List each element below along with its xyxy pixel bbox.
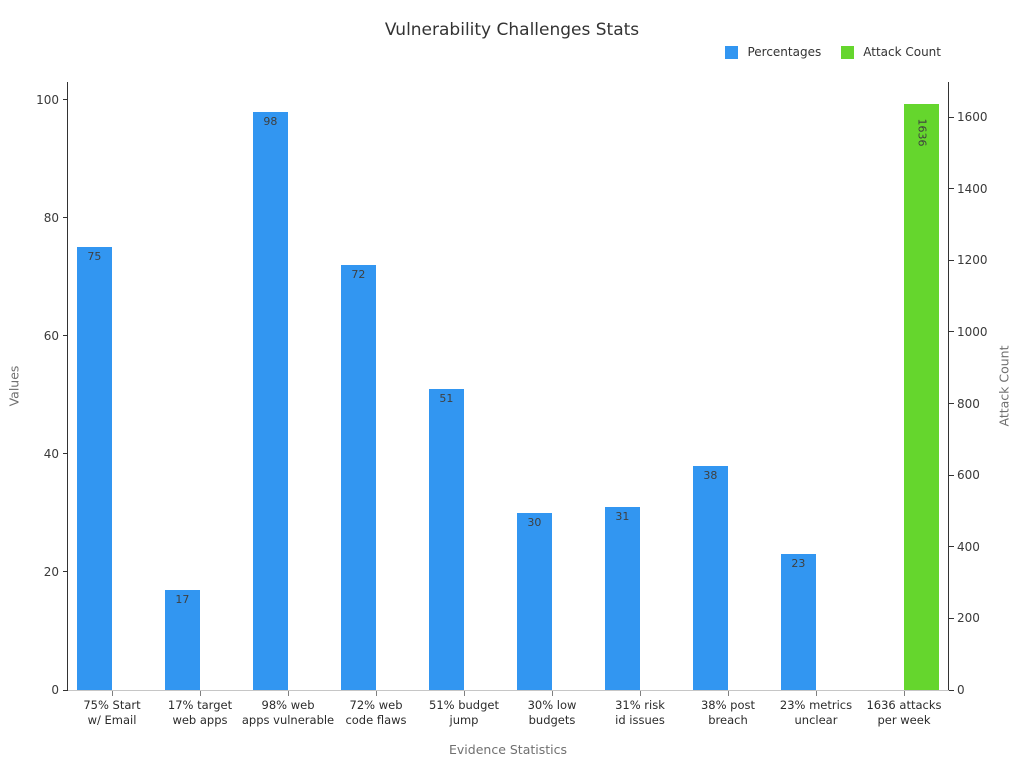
x-axis-category-label: 23% metrics unclear: [779, 698, 853, 727]
x-axis-tick: [727, 691, 729, 696]
x-axis-tick: [375, 691, 377, 696]
right-axis-tick: [949, 403, 954, 405]
x-axis-category-label: 75% Start w/ Email: [83, 698, 141, 727]
bar-percentages: [164, 589, 200, 690]
left-axis-tick: [63, 453, 68, 455]
bar-percentages: [604, 507, 640, 690]
left-axis-tick-label: 60: [43, 328, 59, 343]
bar-attack-count: [904, 104, 940, 690]
right-axis-tick: [949, 546, 954, 548]
bar-value-label: 75: [87, 250, 102, 264]
bar-percentages: [252, 111, 288, 690]
x-axis-tick: [199, 691, 201, 696]
bar-percentages: [428, 388, 464, 690]
legend-label: Percentages: [747, 45, 822, 59]
x-axis-category-label: 1636 attacks per week: [866, 698, 942, 727]
bar-percentages: [780, 554, 816, 690]
x-axis-category-label: 30% low budgets: [527, 698, 577, 727]
bar-value-label: 23: [791, 557, 806, 571]
legend-swatch: [841, 45, 855, 59]
right-axis-tick: [949, 474, 954, 476]
right-axis-tick: [949, 331, 954, 333]
right-axis-tick: [949, 188, 954, 190]
right-axis-tick-label: 0: [957, 683, 965, 697]
right-axis-tick-label: 1600: [957, 110, 988, 125]
x-axis-tick: [463, 691, 465, 696]
left-axis-tick: [63, 99, 68, 101]
legend-item-percentages: Percentages: [725, 45, 821, 59]
left-axis-tick-label: 80: [43, 210, 59, 225]
right-axis-tick-label: 1400: [957, 181, 988, 196]
x-axis-tick: [551, 691, 553, 696]
chart-title: Vulnerability Challenges Stats: [384, 20, 640, 40]
right-axis-tick-label: 1200: [957, 253, 988, 268]
x-axis-tick: [815, 691, 817, 696]
right-axis-tick-label: 200: [957, 611, 980, 626]
left-axis-spine: [67, 82, 68, 691]
x-axis-category-label: 31% risk id issues: [615, 698, 665, 727]
right-axis-tick: [949, 116, 954, 118]
left-axis-tick-label: 20: [43, 564, 59, 579]
legend-item-attack-count: Attack Count: [841, 45, 941, 59]
bar-percentages: [692, 465, 728, 690]
plot-area: [68, 82, 948, 690]
x-axis-tick: [639, 691, 641, 696]
bar-value-label: 51: [439, 391, 454, 405]
left-axis-tick: [63, 689, 68, 691]
right-axis-tick-label: 600: [957, 468, 980, 483]
left-axis-tick: [63, 217, 68, 219]
x-axis-category-label: 98% web apps vulnerable: [241, 698, 335, 727]
right-axis-tick-label: 1000: [957, 324, 988, 339]
left-axis-tick-label: 40: [43, 446, 59, 461]
bar-value-label: 38: [703, 468, 718, 482]
bar-value-label: 30: [527, 515, 542, 529]
left-axis-tick-label: 100: [36, 92, 59, 107]
right-axis-tick: [949, 259, 954, 261]
bar-value-label: 98: [263, 114, 278, 128]
bar-value-label: 1636: [915, 118, 929, 147]
x-axis-category-label: 51% budget jump: [429, 698, 499, 727]
x-axis-label: Evidence Statistics: [449, 742, 567, 757]
right-axis-spine: [948, 82, 949, 691]
legend: Percentages Attack Count: [725, 45, 941, 59]
bar-value-label: 31: [615, 510, 630, 523]
bar-percentages: [516, 512, 552, 690]
right-axis-tick: [949, 617, 954, 619]
x-axis-spine: [68, 690, 949, 691]
x-axis-tick: [903, 691, 905, 696]
x-axis-category-label: 17% target web apps: [167, 698, 233, 727]
left-axis-tick: [63, 571, 68, 573]
left-axis-tick: [63, 335, 68, 337]
x-axis-category-label: 72% web code flaws: [345, 698, 407, 727]
bar-percentages: [340, 264, 376, 690]
right-axis-tick-label: 800: [957, 396, 980, 411]
bar-value-label: 17: [175, 592, 190, 606]
right-axis-tick: [949, 689, 954, 691]
right-axis-tick-label: 400: [957, 539, 980, 554]
x-axis-tick: [287, 691, 289, 696]
legend-label: Attack Count: [863, 45, 941, 59]
x-axis-tick: [111, 691, 113, 696]
legend-swatch: [725, 45, 739, 59]
y-axis-label-right: Attack Count: [996, 345, 1012, 427]
bar-value-label: 72: [351, 267, 366, 281]
left-axis-tick-label: 0: [51, 683, 59, 697]
x-axis-category-label: 38% post breach: [700, 698, 756, 727]
bar-percentages: [76, 247, 112, 690]
y-axis-label-left: Values: [6, 365, 22, 407]
